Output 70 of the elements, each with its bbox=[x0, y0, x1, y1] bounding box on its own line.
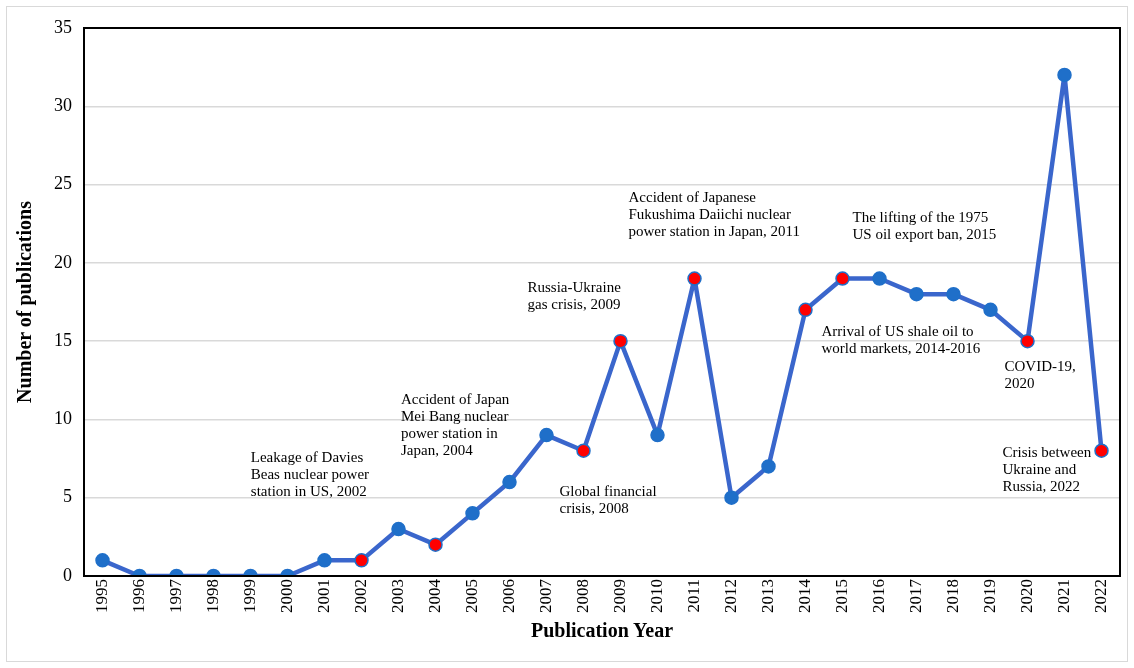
point bbox=[724, 490, 739, 505]
x-tick-label: 2016 bbox=[868, 579, 888, 613]
annotation: Global financial crisis, 2008 bbox=[559, 483, 657, 517]
x-tick-label: 1999 bbox=[239, 579, 259, 613]
x-tick-label: 2002 bbox=[350, 579, 370, 613]
x-tick-label: 1995 bbox=[91, 579, 111, 613]
annotation: Arrival of US shale oil to world markets, 2014-2016 bbox=[821, 323, 981, 357]
x-tick-label: 2007 bbox=[535, 578, 555, 613]
point bbox=[613, 333, 628, 349]
y-tick-label: 0 bbox=[63, 564, 72, 585]
x-tick-label: 2011 bbox=[683, 579, 703, 613]
x-tick-label: 2018 bbox=[942, 579, 962, 613]
point bbox=[872, 271, 887, 286]
point bbox=[650, 427, 665, 443]
x-tick-label: 2019 bbox=[979, 579, 999, 613]
x-tick-label: 2008 bbox=[572, 579, 592, 613]
point bbox=[798, 302, 813, 318]
x-tick-label: 2022 bbox=[1090, 579, 1110, 613]
point bbox=[1020, 333, 1035, 349]
y-tick-label: 5 bbox=[63, 486, 72, 507]
point bbox=[983, 302, 998, 318]
point bbox=[946, 286, 961, 302]
x-axis-title: Publication Year bbox=[530, 619, 674, 642]
x-tick-label: 2005 bbox=[461, 579, 481, 613]
annotation: COVID-19, 2020 bbox=[1004, 357, 1076, 391]
x-tick-label: 2021 bbox=[1053, 579, 1073, 613]
annotation: Accident of Japan Mei Bang nuclear power station in Japan, 2004 bbox=[401, 391, 510, 459]
x-tick-label: 2014 bbox=[794, 578, 814, 613]
point bbox=[687, 271, 702, 286]
x-tick-label: 2009 bbox=[609, 579, 629, 613]
x-tick-label: 2006 bbox=[498, 579, 518, 613]
y-tick-label: 10 bbox=[54, 408, 72, 429]
point bbox=[317, 553, 332, 568]
y-axis-title: Number of publications bbox=[13, 200, 37, 403]
x-tick-label: 2000 bbox=[276, 579, 296, 613]
point bbox=[465, 506, 480, 521]
x-tick-label: 2020 bbox=[1016, 579, 1036, 613]
x-tick-label: 1997 bbox=[165, 578, 185, 613]
annotation: Accident of Japanese Fukushima Daiichi nuclear power station in Japan, 2011 bbox=[628, 188, 800, 239]
annotation: Leakage of Davies Beas nuclear power station in US, 2002 bbox=[250, 448, 370, 499]
x-tick-label: 1996 bbox=[128, 579, 148, 613]
point bbox=[1094, 443, 1109, 458]
y-tick-label: 35 bbox=[54, 16, 72, 37]
x-tick-label: 2015 bbox=[831, 579, 851, 613]
point bbox=[761, 459, 776, 474]
annotation: Russia-Ukraine gas crisis, 2009 bbox=[527, 278, 622, 312]
x-tick-label: 2013 bbox=[757, 579, 777, 613]
point bbox=[539, 427, 554, 443]
x-tick-label: 2012 bbox=[720, 579, 740, 613]
annotation: Crisis between Ukraine and Russia, 2022 bbox=[1002, 444, 1092, 495]
point bbox=[95, 553, 110, 568]
point bbox=[1057, 67, 1072, 83]
annotation: The lifting of the 1975 US oil export ban, 2015 bbox=[852, 208, 997, 242]
y-tick-label: 20 bbox=[54, 251, 72, 272]
x-tick-label: 2017 bbox=[905, 578, 925, 613]
point bbox=[391, 521, 406, 537]
point bbox=[502, 474, 517, 490]
y-tick-label: 25 bbox=[54, 173, 72, 194]
x-tick-label: 2004 bbox=[424, 578, 444, 613]
y-tick-label: 15 bbox=[54, 329, 72, 350]
point bbox=[428, 537, 443, 552]
point bbox=[909, 286, 924, 302]
point bbox=[835, 271, 850, 286]
x-tick-label: 2010 bbox=[646, 579, 666, 613]
point bbox=[354, 553, 369, 568]
x-tick-label: 1998 bbox=[202, 579, 222, 613]
y-tick-label: 30 bbox=[54, 95, 72, 116]
x-tick-label: 2003 bbox=[387, 579, 407, 613]
x-tick-label: 2001 bbox=[313, 579, 333, 613]
point bbox=[576, 443, 591, 458]
